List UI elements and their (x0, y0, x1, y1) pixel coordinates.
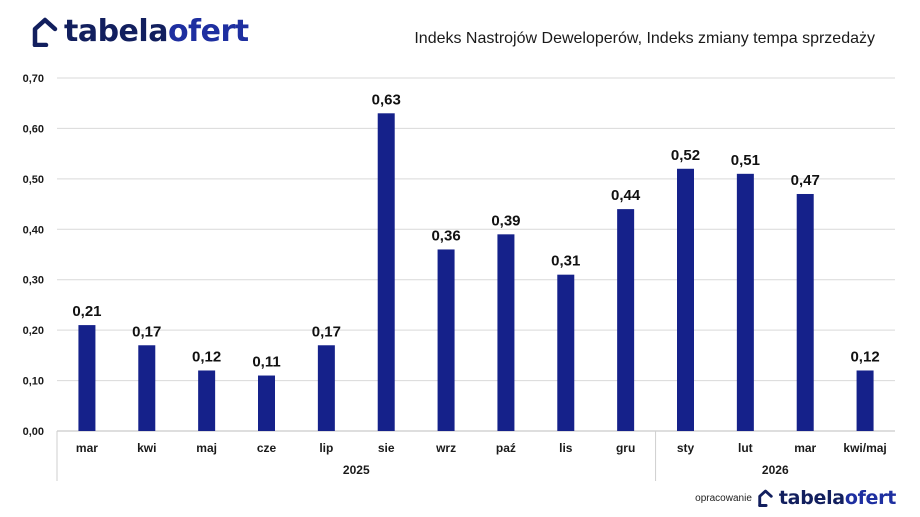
x-tick-label: mar (794, 441, 816, 455)
x-tick-label: lis (559, 441, 573, 455)
x-tick-label: kwi/maj (843, 441, 886, 455)
data-label: 0,12 (850, 348, 879, 365)
bar (677, 168, 694, 431)
bar (78, 325, 96, 431)
data-label: 0,12 (192, 348, 221, 365)
year-label: 2026 (762, 463, 789, 477)
y-tick-label: 0,50 (23, 174, 44, 186)
bar (377, 113, 395, 432)
footer-credit: opracowanie tabelaofert (695, 487, 896, 509)
y-tick-label: 0,40 (23, 224, 44, 236)
bar (497, 234, 515, 431)
footer-logo: tabelaofert (779, 487, 896, 509)
data-label: 0,63 (372, 91, 401, 108)
x-tick-label: lip (319, 441, 333, 455)
data-label: 0,39 (491, 212, 520, 229)
data-label: 0,31 (551, 253, 580, 270)
data-label: 0,11 (252, 354, 280, 371)
x-tick-label: sie (378, 441, 395, 455)
y-tick-label: 0,70 (23, 73, 44, 85)
brand-name-part2: ofert (167, 14, 249, 49)
house-outline-icon (758, 489, 773, 507)
bar (198, 370, 216, 431)
bar (317, 345, 335, 431)
brand-name: tabelaofert (64, 14, 249, 49)
chart-title: Indeks Nastrojów Deweloperów, Indeks zmi… (414, 30, 875, 47)
x-tick-label: maj (196, 441, 217, 455)
y-tick-label: 0,30 (23, 275, 44, 287)
data-label: 0,17 (312, 323, 341, 340)
x-tick-label: lut (738, 441, 753, 455)
x-tick-label: mar (76, 441, 98, 455)
x-tick-label: kwi (137, 441, 156, 455)
data-label: 0,36 (431, 227, 460, 244)
data-label: 0,17 (132, 323, 161, 340)
y-tick-label: 0,20 (23, 325, 44, 337)
bar (617, 209, 635, 431)
brand-logo: tabelaofert (32, 14, 249, 49)
bar (258, 375, 275, 431)
x-tick-label: gru (616, 441, 635, 455)
bar (138, 345, 156, 431)
data-label: 0,21 (72, 303, 101, 320)
data-label: 0,44 (611, 187, 641, 204)
data-label: 0,52 (671, 147, 700, 164)
bar (856, 370, 874, 431)
footer-label: opracowanie (695, 492, 752, 504)
bar (796, 193, 814, 431)
x-tick-label: sty (677, 441, 695, 455)
house-outline-icon (32, 17, 58, 47)
bar (437, 249, 455, 431)
year-label: 2025 (343, 463, 370, 477)
footer-logo-part2: ofert (844, 487, 896, 509)
x-tick-label: paź (496, 441, 516, 455)
data-label: 0,51 (731, 152, 760, 169)
x-tick-label: wrz (435, 441, 456, 455)
y-tick-label: 0,10 (23, 376, 44, 388)
y-tick-label: 0,60 (23, 123, 44, 135)
footer-logo-part1: tabela (778, 487, 845, 509)
y-tick-label: 0,00 (23, 426, 44, 438)
bar (736, 173, 754, 432)
data-label: 0,47 (791, 172, 820, 189)
x-tick-label: cze (257, 441, 277, 455)
bar (557, 274, 575, 431)
brand-name-part1: tabela (64, 14, 168, 49)
